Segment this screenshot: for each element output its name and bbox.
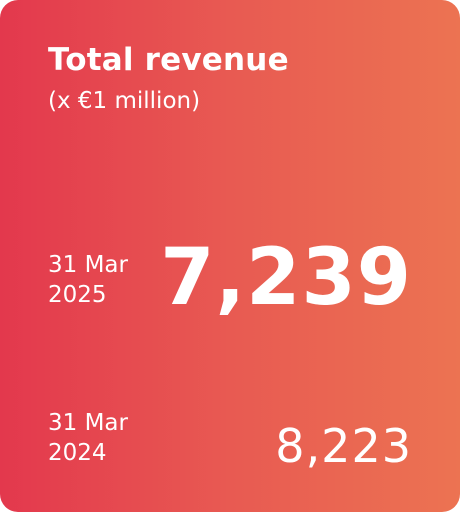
- previous-period-label: 31 Mar 2024: [48, 410, 128, 466]
- current-period-value: 7,239: [160, 233, 412, 323]
- card-subtitle-unit: (x €1 million): [48, 88, 201, 114]
- current-period-label: 31 Mar 2025: [48, 252, 128, 308]
- card-title: Total revenue: [48, 42, 289, 78]
- previous-period-value: 8,223: [275, 419, 412, 473]
